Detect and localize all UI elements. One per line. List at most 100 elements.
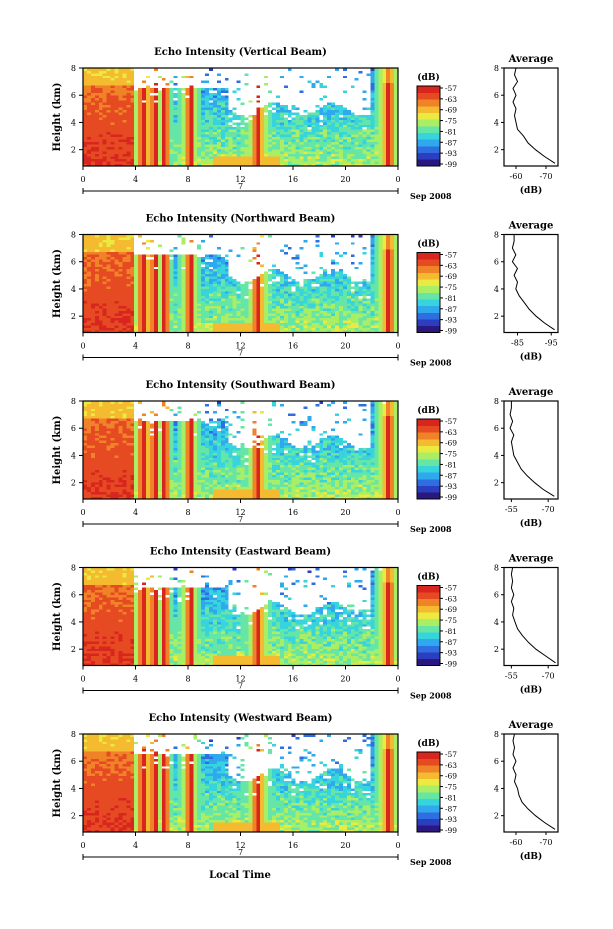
- colorbar-swatch: [417, 92, 440, 100]
- colorbar-swatch: [417, 632, 440, 640]
- y-tick-label: 6: [71, 591, 76, 600]
- average-frame: [503, 566, 559, 667]
- average-title: Average: [508, 221, 554, 232]
- colorbar-swatch: [417, 785, 440, 793]
- colorbar-swatch: [417, 452, 440, 460]
- date-label: Sep 2008: [410, 191, 452, 201]
- colorbar-tick-label: -63: [445, 428, 457, 437]
- colorbar-tick-label: -57: [445, 584, 457, 593]
- colorbar-swatches: [417, 86, 440, 167]
- colorbar-tick-label: -87: [445, 804, 457, 813]
- average-profile-line: [511, 234, 555, 331]
- average-y-tick-label: 8: [494, 397, 499, 406]
- y-tick-label: 2: [71, 146, 76, 155]
- average-x-tick-label: -70: [542, 505, 555, 514]
- colorbar-swatch: [417, 259, 440, 267]
- colorbar-label: (dB): [417, 572, 439, 583]
- date-label: Sep 2008: [410, 691, 452, 701]
- y-axis-label: Height (km): [52, 749, 63, 818]
- average-x-tick-label: -60: [510, 838, 523, 847]
- colorbar-tick-label: -93: [445, 149, 457, 158]
- colorbar-swatch: [417, 139, 440, 147]
- colorbar-tick-label: -93: [445, 649, 457, 658]
- x-tick-label: 4: [133, 175, 138, 184]
- date-label: Sep 2008: [410, 524, 452, 534]
- colorbar-swatch: [417, 159, 440, 167]
- x-tick-label: 8: [185, 342, 190, 351]
- y-tick-label: 6: [71, 258, 76, 267]
- heatmap-cells: [83, 567, 399, 666]
- colorbar-swatch: [417, 472, 440, 480]
- y-tick-label: 8: [71, 231, 76, 240]
- average-y-tick-label: 8: [494, 231, 499, 240]
- y-tick-label: 8: [71, 730, 76, 739]
- x-tick-label: 8: [185, 841, 190, 850]
- colorbar-swatches: [417, 252, 440, 333]
- average-x-tick-label: -60: [510, 172, 523, 181]
- colorbar-tick-label: -99: [445, 826, 457, 835]
- x-tick-label: 12: [235, 342, 245, 351]
- colorbar-swatch: [417, 432, 440, 440]
- local-time-label: Local Time: [209, 870, 271, 881]
- x-tick-label: 0: [395, 841, 400, 850]
- colorbar-tick-label: -81: [445, 294, 457, 303]
- colorbar-swatch: [417, 778, 440, 786]
- x-tick-label: 16: [288, 508, 298, 517]
- colorbar-frame: [416, 751, 441, 833]
- colorbar-tick-label: -57: [445, 417, 457, 426]
- colorbar-swatch: [417, 86, 440, 94]
- colorbar-tick-label: -63: [445, 594, 457, 603]
- colorbar-tick-label: -99: [445, 327, 457, 336]
- average-x-tick-label: -55: [505, 505, 518, 514]
- colorbar-swatch: [417, 585, 440, 593]
- average-y-tick-label: 4: [494, 118, 499, 127]
- colorbar-swatch: [417, 126, 440, 134]
- x-tick-label: 8: [185, 675, 190, 684]
- date-label: Sep 2008: [410, 358, 452, 368]
- panel-title: Echo Intensity (Vertical Beam): [154, 47, 327, 58]
- colorbar-swatch: [417, 419, 440, 427]
- heatmap-cells: [83, 68, 399, 167]
- colorbar-frame: [416, 585, 441, 666]
- average-profile-line: [509, 401, 555, 497]
- colorbar-tick-label: -69: [445, 272, 457, 281]
- average-y-tick-label: 2: [494, 312, 499, 321]
- x-tick-label: 12: [235, 841, 245, 850]
- average-frame: [503, 233, 559, 334]
- average-y-tick-label: 2: [494, 645, 499, 654]
- y-tick-label: 8: [71, 64, 76, 73]
- y-tick-label: 2: [71, 312, 76, 321]
- colorbar-swatch: [417, 252, 440, 260]
- panel-title: Echo Intensity (Eastward Beam): [150, 547, 331, 558]
- colorbar-tick-label: -69: [445, 106, 457, 115]
- y-tick-label: 4: [71, 118, 76, 127]
- x-tick-label: 0: [80, 841, 85, 850]
- colorbar-tick-label: -87: [445, 305, 457, 314]
- colorbar-swatch: [417, 772, 440, 780]
- colorbar-swatch: [417, 752, 440, 760]
- colorbar-tick-label: -69: [445, 439, 457, 448]
- average-frame: [503, 733, 559, 833]
- colorbar-swatch: [417, 758, 440, 766]
- colorbar-swatch: [417, 485, 440, 493]
- colorbar-frame: [416, 418, 441, 500]
- colorbar-swatch: [417, 106, 440, 114]
- average-profile-line: [510, 567, 556, 664]
- y-axis-label: Height (km): [52, 249, 63, 318]
- panel-title: Echo Intensity (Northward Beam): [146, 214, 336, 225]
- y-tick-label: 2: [71, 479, 76, 488]
- y-tick-label: 2: [71, 645, 76, 654]
- colorbar-tick-label: -63: [445, 261, 457, 270]
- y-tick-label: 6: [71, 424, 76, 433]
- colorbar-tick-label: -99: [445, 160, 457, 169]
- colorbar-swatch: [417, 792, 440, 800]
- x-tick-label: 12: [235, 508, 245, 517]
- y-tick-label: 2: [71, 812, 76, 821]
- average-x-tick-label: -95: [545, 339, 558, 348]
- colorbar-swatch: [417, 638, 440, 646]
- x-tick-label: 4: [133, 508, 138, 517]
- heatmap-cells: [83, 234, 399, 333]
- colorbar-swatch: [417, 652, 440, 660]
- colorbar-tick-label: -63: [445, 761, 457, 770]
